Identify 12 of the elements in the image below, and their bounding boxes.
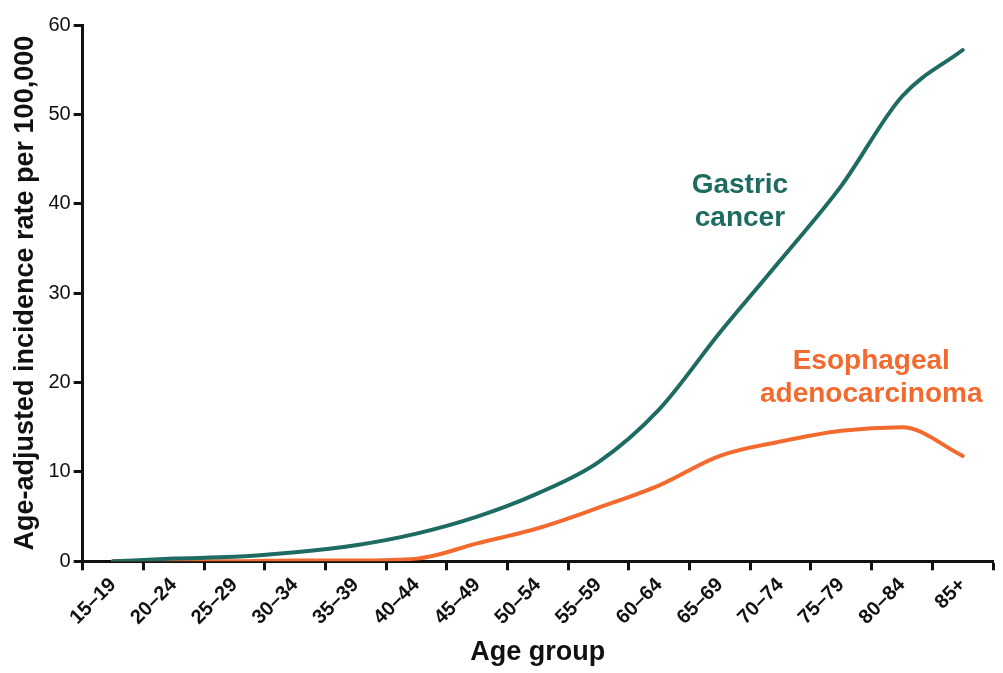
y-tick-label: 60 — [48, 12, 71, 35]
x-tick-label: 85+ — [929, 572, 970, 613]
y-tick-label: 30 — [48, 280, 71, 303]
x-axis-title: Age group — [470, 636, 606, 667]
y-tick-label: 0 — [59, 548, 71, 571]
y-tick-label: 20 — [48, 370, 71, 393]
y-tick-label: 50 — [48, 101, 71, 124]
series-label: Gastric cancer — [691, 168, 789, 233]
y-axis-title: Age-adjusted incidence rate per 100,000 — [8, 35, 39, 551]
series-label: Esophageal adenocarcinoma — [760, 343, 983, 408]
y-tick-label: 40 — [48, 191, 71, 214]
y-tick-label: 10 — [48, 459, 71, 482]
